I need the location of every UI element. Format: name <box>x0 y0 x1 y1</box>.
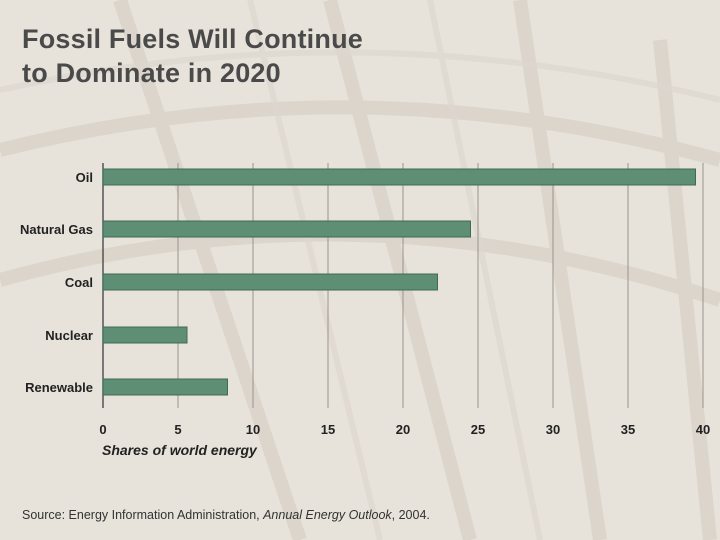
x-axis-label: Shares of world energy <box>102 442 258 458</box>
bar-oil <box>102 168 696 186</box>
x-tick-label: 0 <box>99 422 106 437</box>
category-label: Nuclear <box>45 328 93 343</box>
source-suffix: , 2004. <box>391 508 430 522</box>
x-tick-label: 40 <box>696 422 710 437</box>
x-tick-label: 5 <box>174 422 181 437</box>
x-tick-label: 10 <box>246 422 260 437</box>
source-publication: Annual Energy Outlook <box>263 508 392 522</box>
category-labels: Oil Natural Gas Coal Nuclear Renewable <box>20 170 93 395</box>
x-tick-label: 20 <box>396 422 410 437</box>
x-tick-label: 30 <box>546 422 560 437</box>
bar-nuclear <box>102 326 188 344</box>
x-tick-label: 35 <box>621 422 635 437</box>
category-label: Oil <box>76 170 93 185</box>
source-citation: Source: Energy Information Administratio… <box>22 508 430 522</box>
category-label: Natural Gas <box>20 222 93 237</box>
x-tick-label: 15 <box>321 422 335 437</box>
bar-natural-gas <box>102 220 471 238</box>
x-tick-labels: 0 5 10 15 20 25 30 35 40 <box>99 422 710 437</box>
category-label: Renewable <box>25 380 93 395</box>
x-tick-label: 25 <box>471 422 485 437</box>
bar-coal <box>102 273 438 291</box>
bar-chart: Oil Natural Gas Coal Nuclear Renewable 0 5 10 1… <box>20 163 710 458</box>
page-title: Fossil Fuels Will Continue to Dominate i… <box>22 22 363 90</box>
bars <box>102 168 696 396</box>
bar-renewable <box>102 378 228 396</box>
title-line-2: to Dominate in 2020 <box>22 58 281 88</box>
title-line-1: Fossil Fuels Will Continue <box>22 24 363 54</box>
category-label: Coal <box>65 275 93 290</box>
source-prefix: Source: Energy Information Administratio… <box>22 508 264 522</box>
